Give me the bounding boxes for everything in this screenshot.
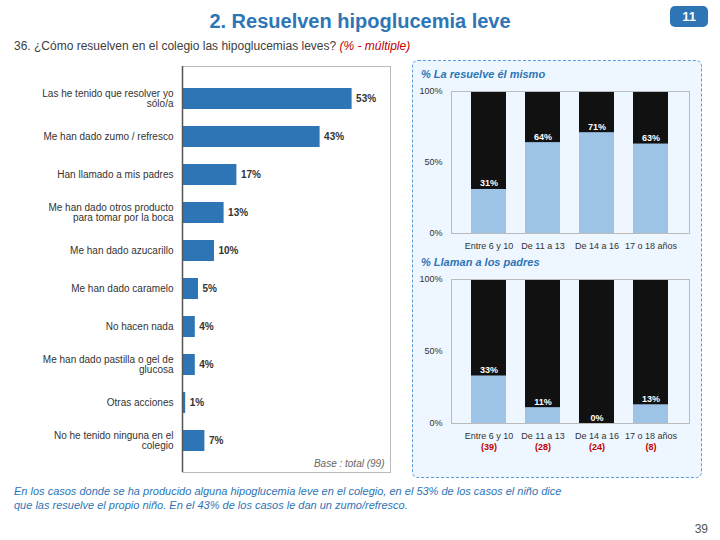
svg-text:Base : total (99): Base : total (99) — [314, 458, 385, 469]
html-text:% La resuelve él mismo: % La resuelve él mismo — [421, 68, 546, 80]
svg-text:No he tenido ninguna en elcole: No he tenido ninguna en elcolegio — [54, 430, 174, 451]
html-text:39: 39 — [694, 522, 708, 536]
svg-text:No hacen nada: No hacen nada — [106, 321, 174, 332]
svg-text:7%: 7% — [209, 435, 224, 446]
html-text:En los casos donde se ha produ: En los casos donde se ha producido algun… — [14, 485, 562, 497]
svg-text:17%: 17% — [241, 169, 261, 180]
svg-text:De 14 a 16: De 14 a 16 — [575, 431, 619, 441]
svg-text:Me han dado zumo / refresco: Me han dado zumo / refresco — [43, 131, 174, 142]
svg-text:De 14 a 16: De 14 a 16 — [575, 241, 619, 251]
svg-text:0%: 0% — [429, 418, 442, 428]
svg-text:Entre 6 y 10: Entre 6 y 10 — [465, 241, 514, 251]
svg-text:(28): (28) — [535, 442, 551, 452]
svg-text:100%: 100% — [419, 86, 442, 96]
svg-text:Me han dado otros productopara: Me han dado otros productopara tomar por… — [48, 202, 174, 223]
svg-text:(8): (8) — [646, 442, 657, 452]
svg-text:Han llamado a mis padres: Han llamado a mis padres — [57, 169, 173, 180]
svg-text:100%: 100% — [419, 274, 442, 284]
svg-text:31%: 31% — [480, 178, 498, 188]
svg-text:Me han dado caramelo: Me han dado caramelo — [71, 283, 174, 294]
svg-text:4%: 4% — [199, 359, 214, 370]
svg-text:0%: 0% — [590, 413, 603, 423]
svg-text:71%: 71% — [588, 122, 606, 132]
svg-text:Entre 6 y 10: Entre 6 y 10 — [465, 431, 514, 441]
svg-text:0%: 0% — [429, 228, 442, 238]
svg-text:50%: 50% — [424, 346, 442, 356]
html-text:2. Resuelven hipoglucemia leve: 2. Resuelven hipoglucemia leve — [209, 10, 511, 32]
svg-text:Me han dado pastilla o gel deg: Me han dado pastilla o gel deglucosa — [43, 354, 174, 375]
svg-text:64%: 64% — [534, 132, 552, 142]
html-text:% Llaman a los padres: % Llaman a los padres — [421, 256, 540, 268]
svg-text:13%: 13% — [228, 207, 248, 218]
html-text:11: 11 — [682, 9, 696, 24]
svg-text:17 o 18 años: 17 o 18 años — [625, 431, 678, 441]
svg-text:43%: 43% — [324, 131, 344, 142]
svg-text:17 o 18 años: 17 o 18 años — [625, 241, 678, 251]
html-text:que las resuelve el propio niñ: que las resuelve el propio niño. En el 4… — [14, 499, 408, 511]
svg-text:33%: 33% — [480, 365, 498, 375]
svg-text:11%: 11% — [534, 397, 552, 407]
svg-text:13%: 13% — [642, 394, 660, 404]
svg-text:De 11 a 13: De 11 a 13 — [521, 241, 564, 251]
svg-text:Me han dado azucarillo: Me han dado azucarillo — [70, 245, 174, 256]
svg-text:Otras acciones: Otras acciones — [107, 397, 174, 408]
svg-text:5%: 5% — [203, 283, 218, 294]
svg-text:10%: 10% — [219, 245, 239, 256]
svg-text:53%: 53% — [356, 93, 376, 104]
svg-text:(24): (24) — [589, 442, 605, 452]
svg-text:1%: 1% — [190, 397, 205, 408]
svg-text:4%: 4% — [199, 321, 214, 332]
svg-text:50%: 50% — [424, 157, 442, 167]
html-text:36. ¿Cómo resuelven en el cole: 36. ¿Cómo resuelven en el colegio las hi… — [14, 39, 411, 53]
svg-text:63%: 63% — [642, 133, 660, 143]
svg-text:Las he tenido que resolver yos: Las he tenido que resolver yosólo/a — [42, 88, 174, 109]
svg-text:De 11 a 13: De 11 a 13 — [521, 431, 564, 441]
svg-text:(39): (39) — [481, 442, 497, 452]
